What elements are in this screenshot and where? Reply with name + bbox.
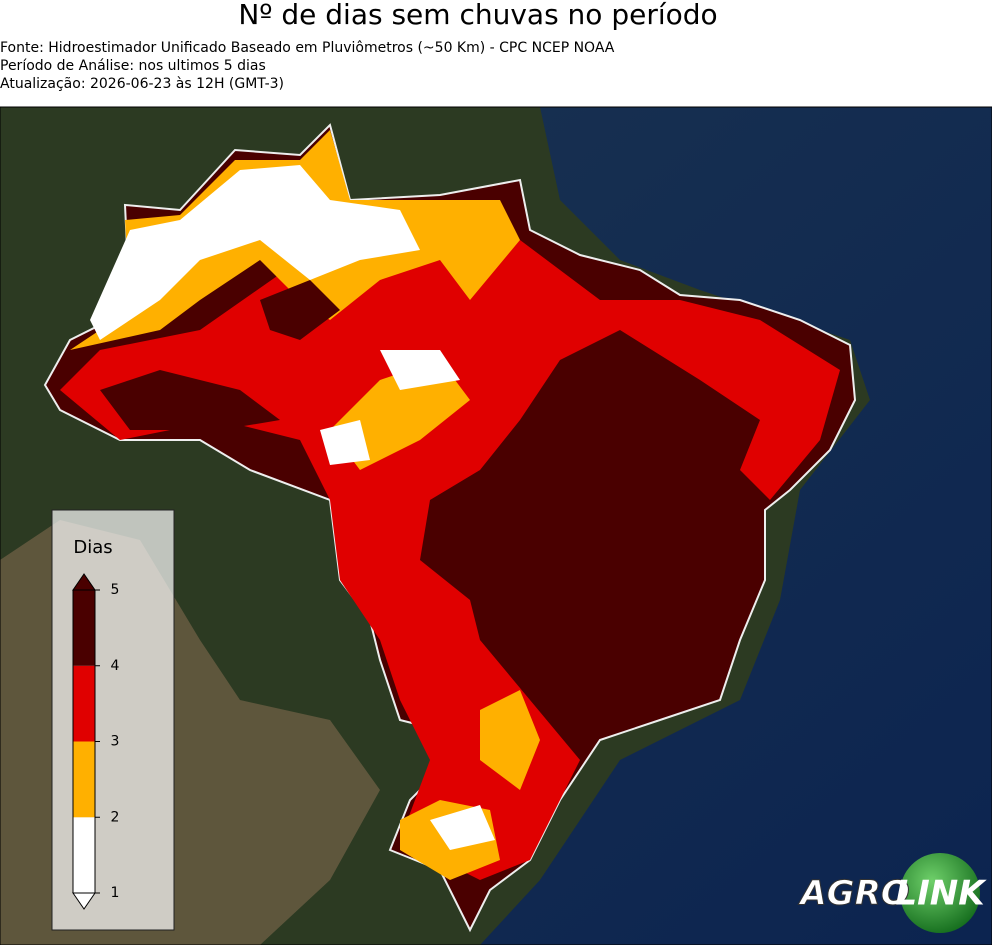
- zone-1-2: [90, 165, 495, 850]
- logo-left: AGRO: [797, 874, 909, 914]
- colorbar-tick-label: 1: [111, 885, 120, 901]
- colorbar-segment: [73, 590, 95, 666]
- colorbar-tick-label: 5: [111, 582, 120, 598]
- period: Período de Análise: nos ultimos 5 dias: [0, 58, 266, 74]
- colorbar-segment: [73, 665, 95, 742]
- updated: Atualização: 2026-06-23 às 12H (GMT-3): [0, 76, 284, 92]
- colorbar-tick-label: 2: [111, 809, 120, 825]
- zone-3-4: [60, 230, 840, 880]
- map-frame: [0, 106, 992, 945]
- source: Fonte: Hidroestimador Unificado Baseado …: [0, 40, 615, 56]
- legend: Dias 1 2 3 4 5: [51, 509, 175, 931]
- logo-right: LINK: [895, 874, 987, 914]
- logo-ball: [900, 853, 980, 933]
- colorbar-tick-label: 3: [111, 734, 120, 750]
- zone-4-5: [100, 280, 340, 430]
- colorbar-segment: [73, 741, 95, 818]
- legend-box: [51, 509, 175, 931]
- colorbar-segment: [73, 817, 95, 893]
- zone-2-3: [70, 130, 540, 880]
- legend-title: Dias: [73, 537, 112, 558]
- logo: AGRO LINK: [797, 853, 987, 933]
- title: Nº de dias sem chuvas no período: [238, 0, 717, 31]
- colorbar-tick-label: 4: [111, 658, 120, 674]
